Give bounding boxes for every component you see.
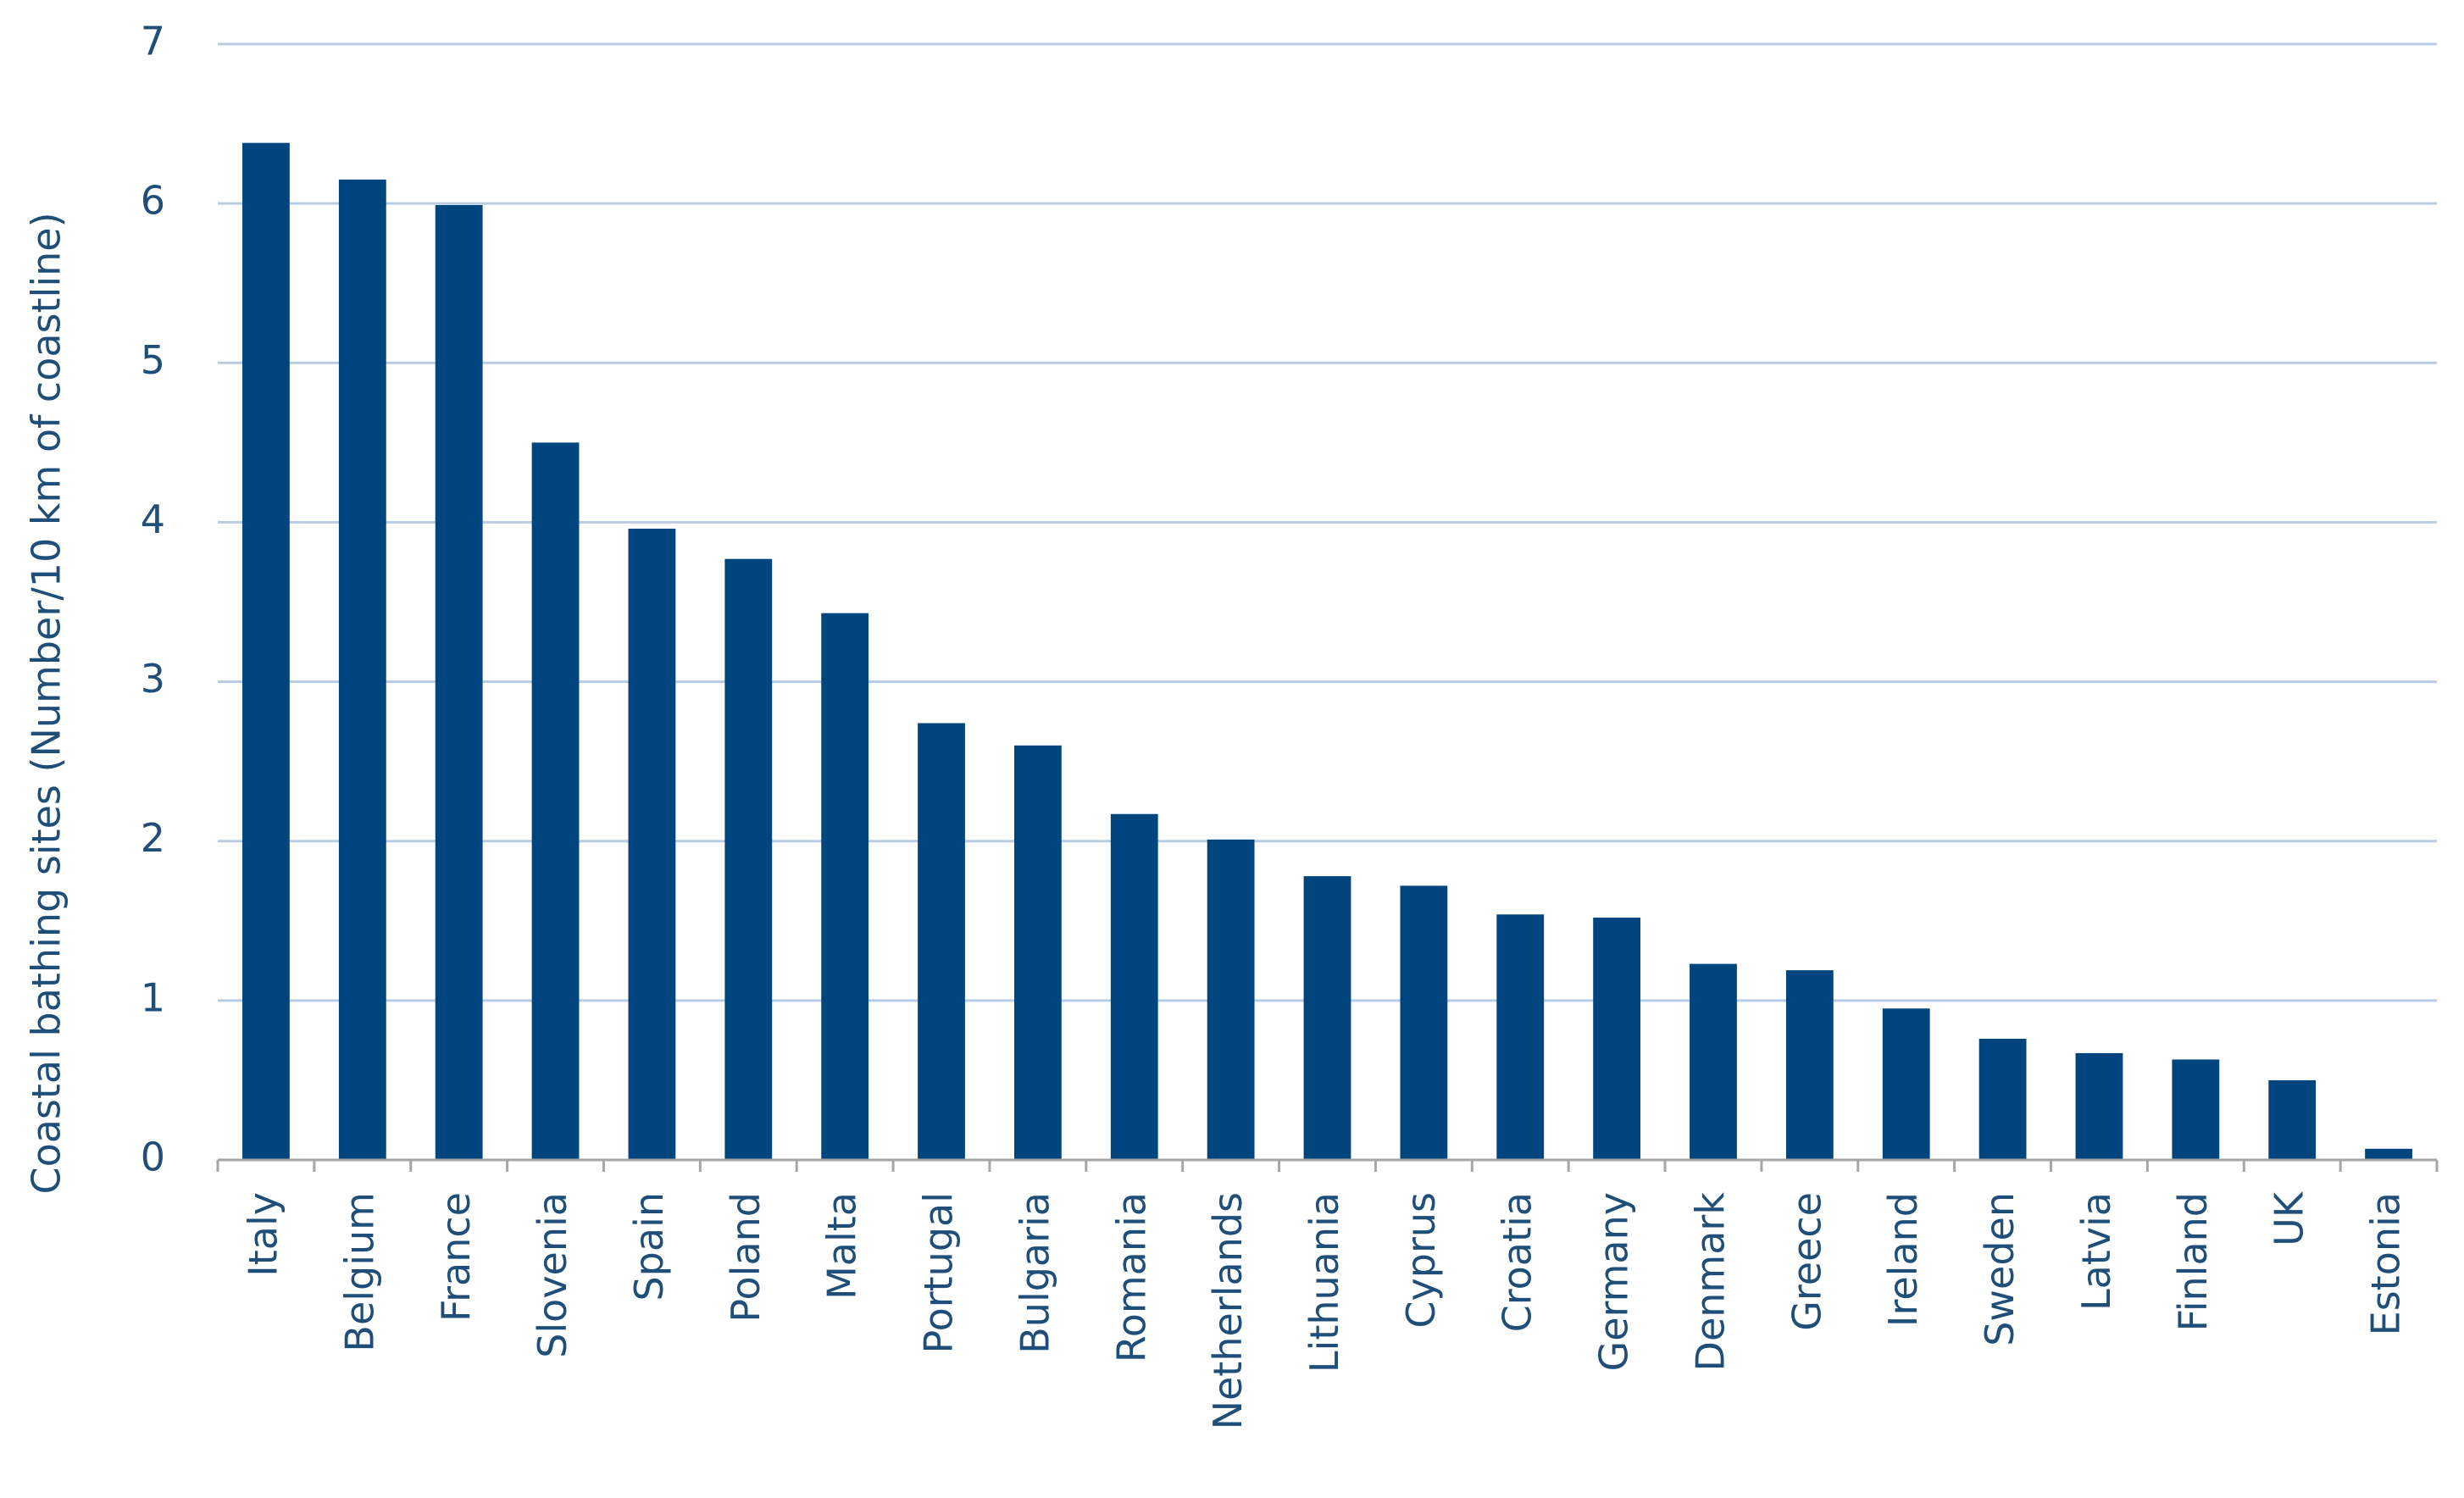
x-tick-label: Romania [1108, 1192, 1154, 1362]
y-tick-label: 0 [141, 1135, 165, 1180]
x-tick-label: Malta [819, 1192, 865, 1300]
x-tick-label: Finland [2170, 1192, 2216, 1331]
x-tick-label: Croatia [1495, 1192, 1540, 1332]
bar [1593, 918, 1641, 1160]
bar [724, 558, 773, 1160]
bar [338, 179, 386, 1161]
x-tick-label: Latvia [2073, 1192, 2119, 1311]
bar [1978, 1039, 2027, 1160]
bar [2268, 1079, 2317, 1160]
x-tick-label: Greece [1784, 1192, 1829, 1331]
x-tick-label: Cyprus [1398, 1192, 1444, 1329]
y-tick-label: 6 [141, 178, 165, 224]
x-tick-label: Italy [240, 1192, 286, 1277]
y-tick-label: 1 [141, 974, 165, 1020]
bar [1496, 914, 1545, 1160]
bar [821, 613, 869, 1160]
x-tick-label: Spain [626, 1192, 672, 1301]
x-tick-label: Ireland [1880, 1192, 1926, 1327]
bar [1690, 963, 1737, 1160]
bar [1013, 745, 1062, 1160]
bar [242, 142, 290, 1161]
y-tick-label: 5 [141, 337, 165, 383]
bar [628, 528, 676, 1160]
bar [2172, 1059, 2220, 1160]
x-tick-label: Denmark [1687, 1192, 1733, 1372]
x-tick-label: Sweden [1977, 1192, 2023, 1346]
x-tick-label: France [433, 1192, 479, 1322]
x-tick-label: Bulgaria [1012, 1192, 1057, 1354]
bar [1882, 1008, 1930, 1160]
x-tick-label: Netherlands [1205, 1192, 1251, 1429]
bar [435, 205, 483, 1160]
x-tick-label: Germany [1591, 1192, 1637, 1371]
bar [1303, 876, 1351, 1160]
bar [531, 442, 580, 1160]
y-tick-label: 7 [141, 19, 165, 64]
x-tick-label: Belgium [336, 1192, 382, 1352]
x-tick-label: UK [2267, 1190, 2312, 1246]
x-tick-label: Slovenia [530, 1192, 575, 1358]
x-tick-label: Estonia [2363, 1192, 2409, 1335]
x-tick-label: Lithuania [1301, 1192, 1347, 1373]
y-axis-title: Coastal bathing sites (Number/10 km of c… [24, 212, 69, 1194]
bar [2075, 1052, 2123, 1160]
bar [1785, 970, 1834, 1160]
x-tick-label: Poland [723, 1192, 769, 1323]
y-tick-label: 3 [141, 656, 165, 702]
bar [1110, 813, 1158, 1160]
bar [2365, 1148, 2412, 1160]
y-tick-label: 2 [141, 815, 165, 861]
x-tick-label: Portugal [916, 1192, 962, 1354]
bar [918, 723, 965, 1160]
bar [1207, 839, 1255, 1160]
y-tick-label: 4 [141, 497, 165, 542]
bar [1400, 885, 1448, 1160]
